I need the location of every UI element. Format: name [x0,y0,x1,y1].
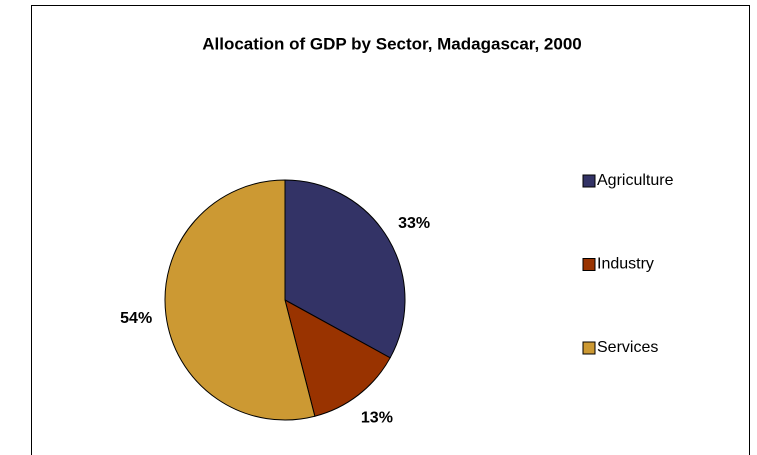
legend-swatch [582,258,596,271]
pie-slice [284,299,391,417]
chart-title: Allocation of GDP by Sector, Madagascar,… [202,34,582,53]
data-label: 13% [361,410,393,427]
data-label: 33% [398,215,430,232]
legend-label: Industry [597,256,654,273]
legend-swatch [582,341,596,355]
legend-label: Agriculture [597,172,674,189]
pie-slice [284,179,406,359]
chart-frame [31,5,750,455]
pie-slice [164,179,316,421]
legend-label: Services [597,339,658,356]
data-label: 54% [120,310,152,327]
legend-swatch [582,174,596,188]
